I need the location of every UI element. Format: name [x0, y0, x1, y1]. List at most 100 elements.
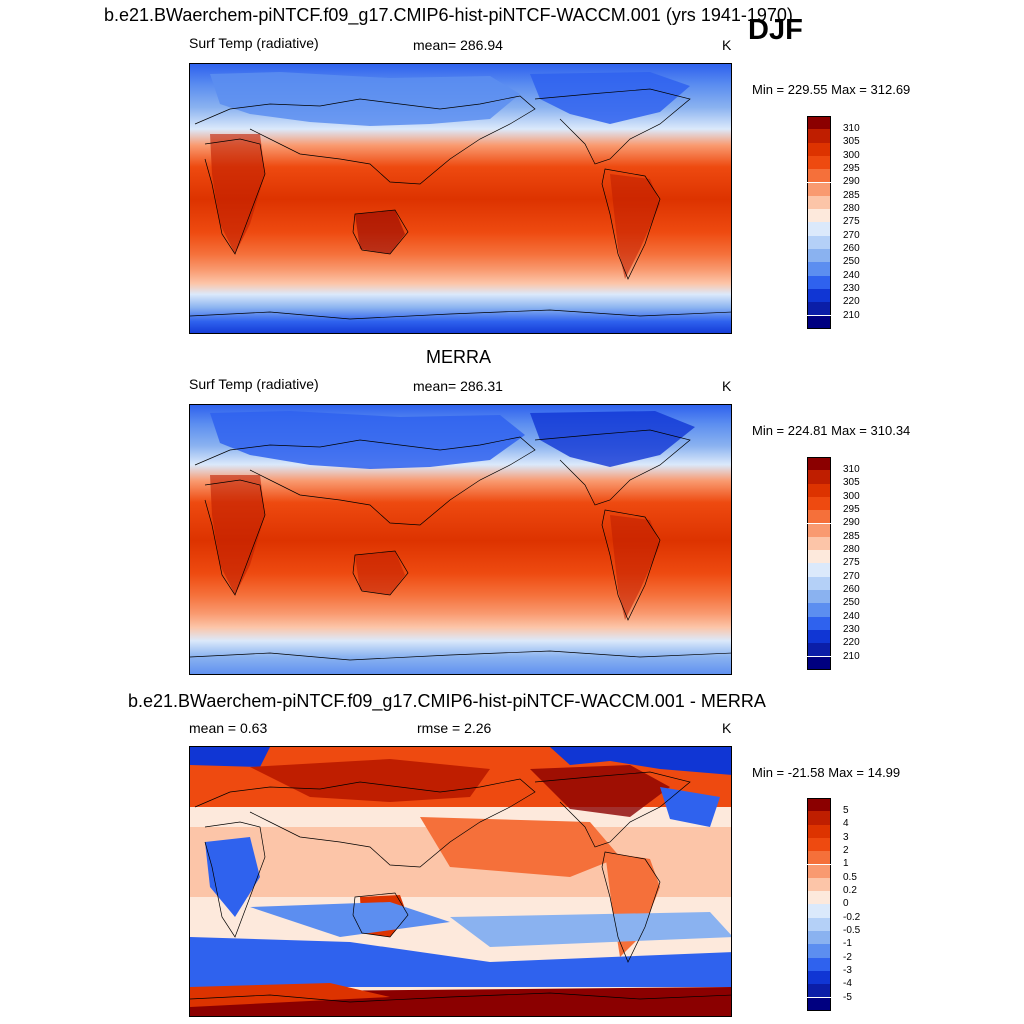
panel2-cbar-label: 275 [843, 557, 860, 568]
panel1-cbar-label: 230 [843, 283, 860, 294]
panel1-cbar-swatch [807, 182, 831, 196]
panel1-cbar-label: 275 [843, 216, 860, 227]
panel1-cbar-swatch [807, 129, 831, 143]
panel1-namerica-cold [530, 72, 690, 124]
panel2-cbar-label: 305 [843, 477, 860, 488]
panel3-arctic-blue-2 [550, 747, 731, 775]
panel3-south-blue-2 [450, 912, 731, 947]
panel1-cbar-label: 300 [843, 150, 860, 161]
panel1-cbar-label: 210 [843, 310, 860, 321]
panel3-cbar-label: -1 [843, 938, 852, 949]
panel3-cbar-swatch [807, 798, 831, 812]
panel2-coast-antarctica [190, 650, 731, 661]
panel2-australia-warm [355, 551, 405, 595]
panel3-cbar-label: 0.5 [843, 872, 857, 883]
panel1-cbar-label: 220 [843, 296, 860, 307]
panel2-cbar-swatch [807, 470, 831, 484]
panel1-australia-warm [355, 210, 405, 254]
panel2-cbar-swatch [807, 457, 831, 471]
panel2-cbar-label: 250 [843, 597, 860, 608]
panel1-coast-namerica [534, 88, 691, 165]
panel2-cbar-swatch [807, 550, 831, 564]
panel1-cbar-label: 280 [843, 203, 860, 214]
panel1-cbar-label: 295 [843, 163, 860, 174]
panel1-colorbar: 310 305 300 295 290 285 280 275 270 260 … [807, 116, 860, 329]
panel1-cbar-label: 250 [843, 256, 860, 267]
panel1-coast-eurasia [194, 95, 536, 185]
panel1-variable-label: Surf Temp (radiative) [189, 35, 319, 51]
panel3-cbar-label: 0 [843, 898, 849, 909]
panel2-title: MERRA [426, 347, 492, 367]
panel2-coast-eurasia [194, 436, 536, 526]
figure-title: b.e21.BWaerchem-piNTCF.f09_g17.CMIP6-his… [104, 5, 793, 25]
panel2-namerica-cold [530, 411, 695, 467]
panel2-cbar-label: 240 [843, 611, 860, 622]
panel2-cbar-swatch [807, 590, 831, 604]
panel1-samerica-warm [610, 174, 660, 279]
panel3-cbar-swatch [807, 970, 831, 985]
panel1-cbar-swatch [807, 302, 831, 316]
panel1-cbar-swatch [807, 235, 831, 249]
panel1-cbar-swatch [807, 222, 831, 236]
panel2-cbar-swatch [807, 603, 831, 617]
panel3-coast-namerica [534, 771, 691, 848]
panel1-africa-warm [210, 134, 265, 254]
panel3-map [189, 746, 732, 1017]
panel2-cbar-label: 220 [843, 637, 860, 648]
panel2-eurasia-cold [210, 411, 525, 469]
panel3-cbar-label: 0.2 [843, 885, 857, 896]
panel3-namerica-warm [530, 765, 670, 817]
panel2-cbar-swatch [807, 523, 831, 537]
panel1-map [189, 63, 732, 334]
panel3-arctic-blue-1 [190, 747, 270, 767]
panel2-cbar-swatch [807, 510, 831, 524]
panel2-africa-warm [210, 475, 265, 595]
panel2-units-label: K [722, 378, 732, 394]
panel1-cbar-swatch [807, 288, 831, 303]
panel2-variable-label: Surf Temp (radiative) [189, 376, 319, 392]
panel1-cbar-swatch [807, 142, 831, 156]
panel3-rmse-label: rmse = 2.26 [417, 720, 492, 736]
panel3-cbar-swatch [807, 931, 831, 945]
panel3-cbar-swatch [807, 997, 831, 1011]
panel3-units-label: K [722, 720, 732, 736]
panel3-cbar-swatch [807, 864, 831, 878]
panel3-mean-label: mean = 0.63 [189, 720, 268, 736]
season-label: DJF [748, 14, 803, 46]
panel2-samerica-warm [610, 515, 660, 620]
panel1-mean-label: mean= 286.94 [413, 37, 503, 53]
panel3-coast-samerica [601, 851, 661, 963]
panel1-cbar-label: 260 [843, 243, 860, 254]
panel1-units-label: K [722, 37, 732, 53]
panel3-title: b.e21.BWaerchem-piNTCF.f09_g17.CMIP6-his… [128, 691, 766, 711]
panel3-cbar-swatch [807, 984, 831, 998]
panel3-cbar-label: 4 [843, 818, 849, 829]
panel2-cbar-swatch [807, 563, 831, 577]
panel2-cbar-label: 310 [843, 464, 860, 475]
panel3-cbar-label: -0.5 [843, 925, 861, 936]
panel2-cbar-swatch [807, 643, 831, 657]
panel3-pacific-warm [420, 817, 620, 877]
panel3-cbar-label: -4 [843, 978, 852, 989]
panel1-cbar-label: 240 [843, 270, 860, 281]
panel1-cbar-swatch [807, 169, 831, 183]
panel3-cbar-label: -5 [843, 992, 852, 1003]
panel2-cbar-label: 295 [843, 504, 860, 515]
panel2-cbar-label: 230 [843, 624, 860, 635]
panel3-cbar-label: -2 [843, 952, 852, 963]
panel3-cbar-swatch [807, 891, 831, 905]
panel1-cbar-label: 310 [843, 123, 860, 134]
panel3-colorbar: 5 4 3 2 1 0.5 0.2 0 -0.2 -0.5 -1 -2 -3 -… [807, 798, 860, 1011]
panel2-cbar-swatch [807, 483, 831, 497]
panel3-cbar-swatch [807, 877, 831, 892]
panel3-cbar-label: -0.2 [843, 912, 861, 923]
panel1-cbar-label: 285 [843, 190, 860, 201]
panel2-colorbar: 310 305 300 295 290 285 280 275 270 260 … [807, 457, 860, 670]
panel1-coast-samerica [601, 168, 661, 280]
panel2-cbar-label: 290 [843, 517, 860, 528]
panel1-coast-australia [352, 209, 409, 255]
panel1-cbar-swatch [807, 209, 831, 223]
panel3-cbar-swatch [807, 824, 831, 838]
panel2-cbar-swatch [807, 576, 831, 590]
panel1-cbar-label: 270 [843, 230, 860, 241]
